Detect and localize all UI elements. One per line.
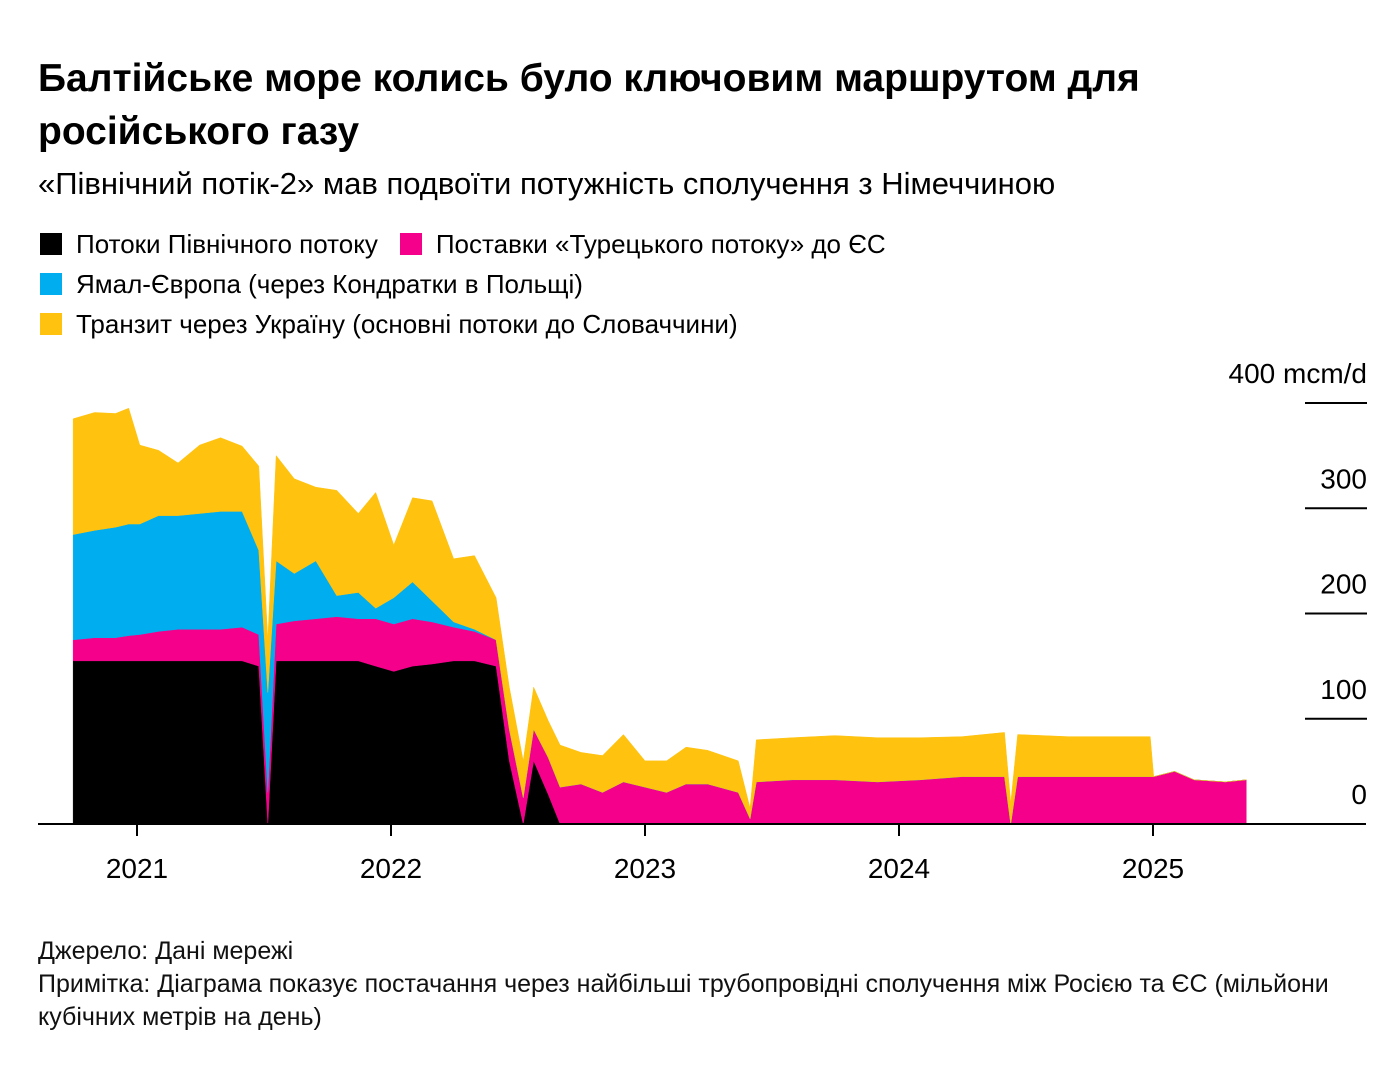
- legend: Потоки Північного потоку Поставки «Турець…: [40, 224, 908, 344]
- x-tick-label: 2025: [1122, 853, 1184, 884]
- chart-subtitle: «Північний потік-2» мав подвоїти потужні…: [38, 166, 1056, 201]
- legend-item: Ямал-Європа (через Кондратки в Польщі): [40, 264, 583, 304]
- legend-item: Потоки Північного потоку: [40, 224, 378, 264]
- legend-row: Ямал-Європа (через Кондратки в Польщі): [40, 264, 908, 304]
- legend-swatch: [40, 233, 62, 255]
- legend-row: Потоки Північного потоку Поставки «Турець…: [40, 224, 908, 264]
- legend-item: Поставки «Турецького потоку» до ЄС: [399, 224, 886, 264]
- x-tick-label: 2023: [614, 853, 676, 884]
- y-tick-label: 400 mcm/d: [1229, 358, 1368, 389]
- area-series-3: [72, 407, 1247, 825]
- y-tick-label: 300: [1320, 463, 1367, 494]
- y-tick-label: 0: [1351, 779, 1367, 810]
- legend-swatch: [40, 313, 62, 335]
- x-tick-label: 2022: [360, 853, 422, 884]
- chart-note: Примітка: Діаграма показує постачання че…: [38, 970, 1329, 1031]
- legend-label: Транзит через Україну (основні потоки до…: [76, 309, 738, 339]
- legend-label: Поставки «Турецького потоку» до ЄС: [435, 229, 886, 259]
- legend-item: Транзит через Україну (основні потоки до…: [40, 304, 738, 344]
- chart-title: Балтійське море колись було ключовим мар…: [38, 57, 1140, 153]
- y-tick-label: 100: [1320, 674, 1367, 705]
- legend-row: Транзит через Україну (основні потоки до…: [40, 304, 908, 344]
- footer: Джерело: Дані мережі Примітка: Діаграма …: [38, 935, 1358, 1034]
- source-note: Джерело: Дані мережі: [38, 937, 294, 965]
- legend-swatch: [40, 273, 62, 295]
- legend-label: Потоки Північного потоку: [76, 229, 378, 259]
- x-tick-label: 2024: [868, 853, 930, 884]
- y-tick-label: 200: [1320, 569, 1367, 600]
- x-tick-label: 2021: [106, 853, 168, 884]
- legend-label: Ямал-Європа (через Кондратки в Польщі): [76, 269, 583, 299]
- legend-swatch: [399, 233, 422, 255]
